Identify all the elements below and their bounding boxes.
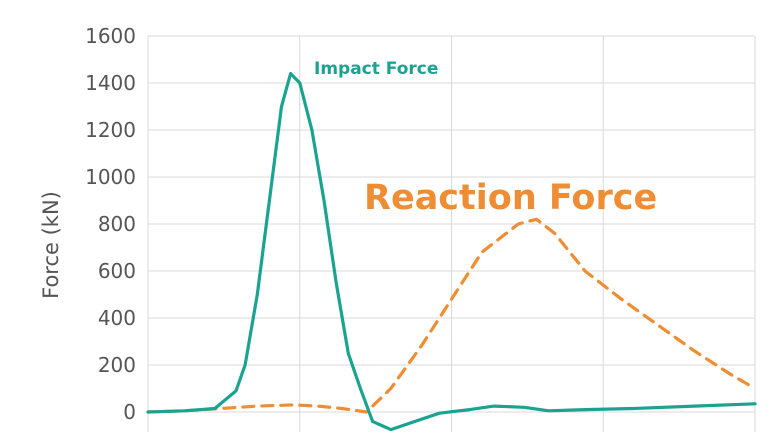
impact-force-line bbox=[146, 72, 757, 432]
grid-lines bbox=[147, 35, 756, 432]
y-tick-label: 800 bbox=[98, 212, 136, 236]
y-tick-label: 1200 bbox=[85, 118, 136, 142]
series-lines bbox=[146, 72, 757, 432]
y-tick-label: 1000 bbox=[85, 165, 136, 189]
y-axis-label: Force (kN) bbox=[39, 191, 63, 299]
y-tick-label: 1400 bbox=[85, 71, 136, 95]
annotation-impact-force: Impact Force bbox=[314, 59, 438, 79]
y-tick-label: 1600 bbox=[85, 24, 136, 48]
y-tick-label: 600 bbox=[98, 259, 136, 283]
y-tick-label: 200 bbox=[98, 353, 136, 377]
y-tick-label: 0 bbox=[123, 400, 136, 424]
y-tick-label: 400 bbox=[98, 306, 136, 330]
y-axis-ticks: 0 200 400 600 800 1000 1200 1400 1600 bbox=[85, 24, 136, 424]
annotation-reaction-force: Reaction Force bbox=[364, 178, 657, 218]
reaction-force-line bbox=[146, 217, 757, 414]
